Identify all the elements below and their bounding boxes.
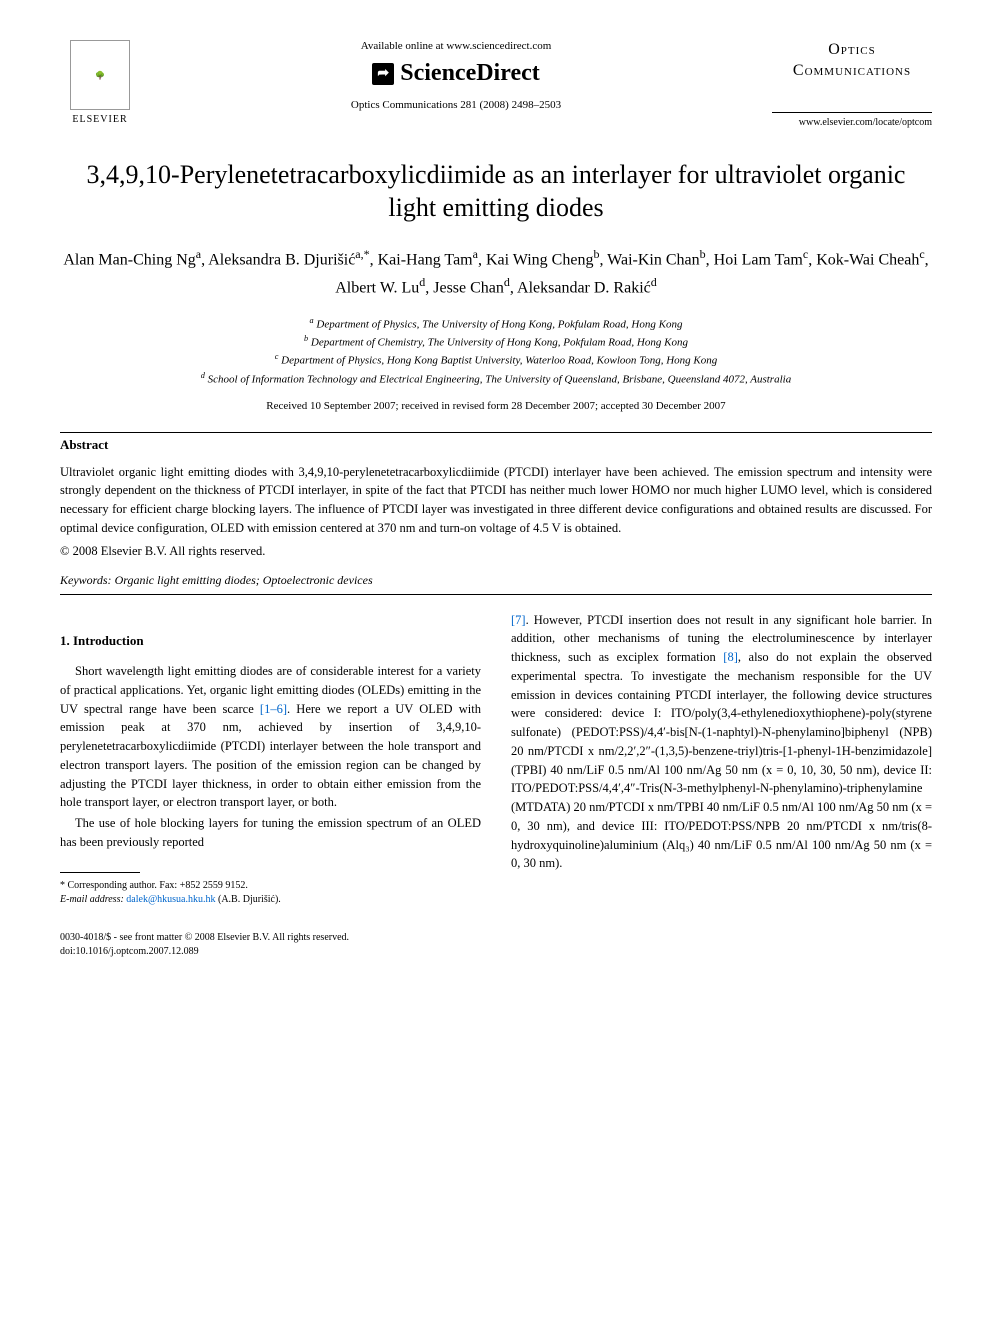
footnote-block: * Corresponding author. Fax: +852 2559 9… (60, 879, 481, 907)
sciencedirect-logo: ➦ ScienceDirect (140, 60, 772, 87)
intro-paragraph-2: The use of hole blocking layers for tuni… (60, 814, 481, 852)
header-divider (772, 112, 932, 113)
elsevier-tree-icon: 🌳 (70, 40, 130, 110)
ref-link-1-6[interactable]: [1–6] (260, 702, 287, 716)
journal-url[interactable]: www.elsevier.com/locate/optcom (772, 117, 932, 128)
sciencedirect-icon: ➦ (372, 63, 394, 85)
keywords-label: Keywords: (60, 573, 112, 587)
right-header: Optics Communications www.elsevier.com/l… (772, 40, 932, 128)
email-label: E-mail address: (60, 894, 124, 905)
email-line: E-mail address: dalek@hkusua.hku.hk (A.B… (60, 893, 481, 907)
ref-link-8[interactable]: [8] (723, 650, 738, 664)
ref-link-7[interactable]: [7] (511, 613, 526, 627)
keywords-line: Keywords: Organic light emitting diodes;… (60, 573, 932, 588)
journal-title-line1: Optics (828, 41, 876, 58)
keywords-text: Organic light emitting diodes; Optoelect… (115, 573, 373, 587)
intro-paragraph-1: Short wavelength light emitting diodes a… (60, 662, 481, 812)
author-list: Alan Man-Ching Nga, Aleksandra B. Djuriš… (60, 245, 932, 301)
sciencedirect-text: ScienceDirect (400, 60, 540, 87)
received-dates: Received 10 September 2007; received in … (60, 400, 932, 412)
journal-title: Optics Communications (772, 40, 932, 82)
affiliations-list: a Department of Physics, The University … (60, 315, 932, 388)
intro-paragraph-2-cont: [7]. However, PTCDI insertion does not r… (511, 611, 932, 874)
abstract-copyright: © 2008 Elsevier B.V. All rights reserved… (60, 544, 932, 559)
email-address[interactable]: dalek@hkusua.hku.hk (126, 894, 215, 905)
journal-reference: Optics Communications 281 (2008) 2498–25… (140, 99, 772, 111)
body-columns: 1. Introduction Short wavelength light e… (60, 611, 932, 907)
footer-copyright: 0030-4018/$ - see front matter © 2008 El… (60, 931, 932, 945)
page-footer: 0030-4018/$ - see front matter © 2008 El… (60, 931, 932, 959)
right-column: [7]. However, PTCDI insertion does not r… (511, 611, 932, 907)
elsevier-label: ELSEVIER (72, 114, 127, 125)
abstract-text: Ultraviolet organic light emitting diode… (60, 463, 932, 538)
footer-doi: doi:10.1016/j.optcom.2007.12.089 (60, 945, 932, 959)
available-online-text: Available online at www.sciencedirect.co… (140, 40, 772, 52)
p2-text-b: , also do not explain the observed exper… (511, 650, 932, 870)
p1-text-b: . Here we report a UV OLED with emission… (60, 702, 481, 810)
section-1-heading: 1. Introduction (60, 631, 481, 651)
corresponding-author: * Corresponding author. Fax: +852 2559 9… (60, 879, 481, 893)
left-column: 1. Introduction Short wavelength light e… (60, 611, 481, 907)
footnote-separator (60, 872, 140, 873)
abstract-heading: Abstract (60, 437, 932, 453)
abstract-top-rule (60, 432, 932, 433)
email-author-paren: (A.B. Djurišić). (218, 894, 281, 905)
page-header: 🌳 ELSEVIER Available online at www.scien… (60, 40, 932, 128)
journal-title-line2: Communications (793, 62, 911, 79)
article-title: 3,4,9,10-Perylenetetracarboxylicdiimide … (60, 158, 932, 226)
keywords-bottom-rule (60, 594, 932, 595)
center-header: Available online at www.sciencedirect.co… (140, 40, 772, 111)
elsevier-logo: 🌳 ELSEVIER (60, 40, 140, 125)
